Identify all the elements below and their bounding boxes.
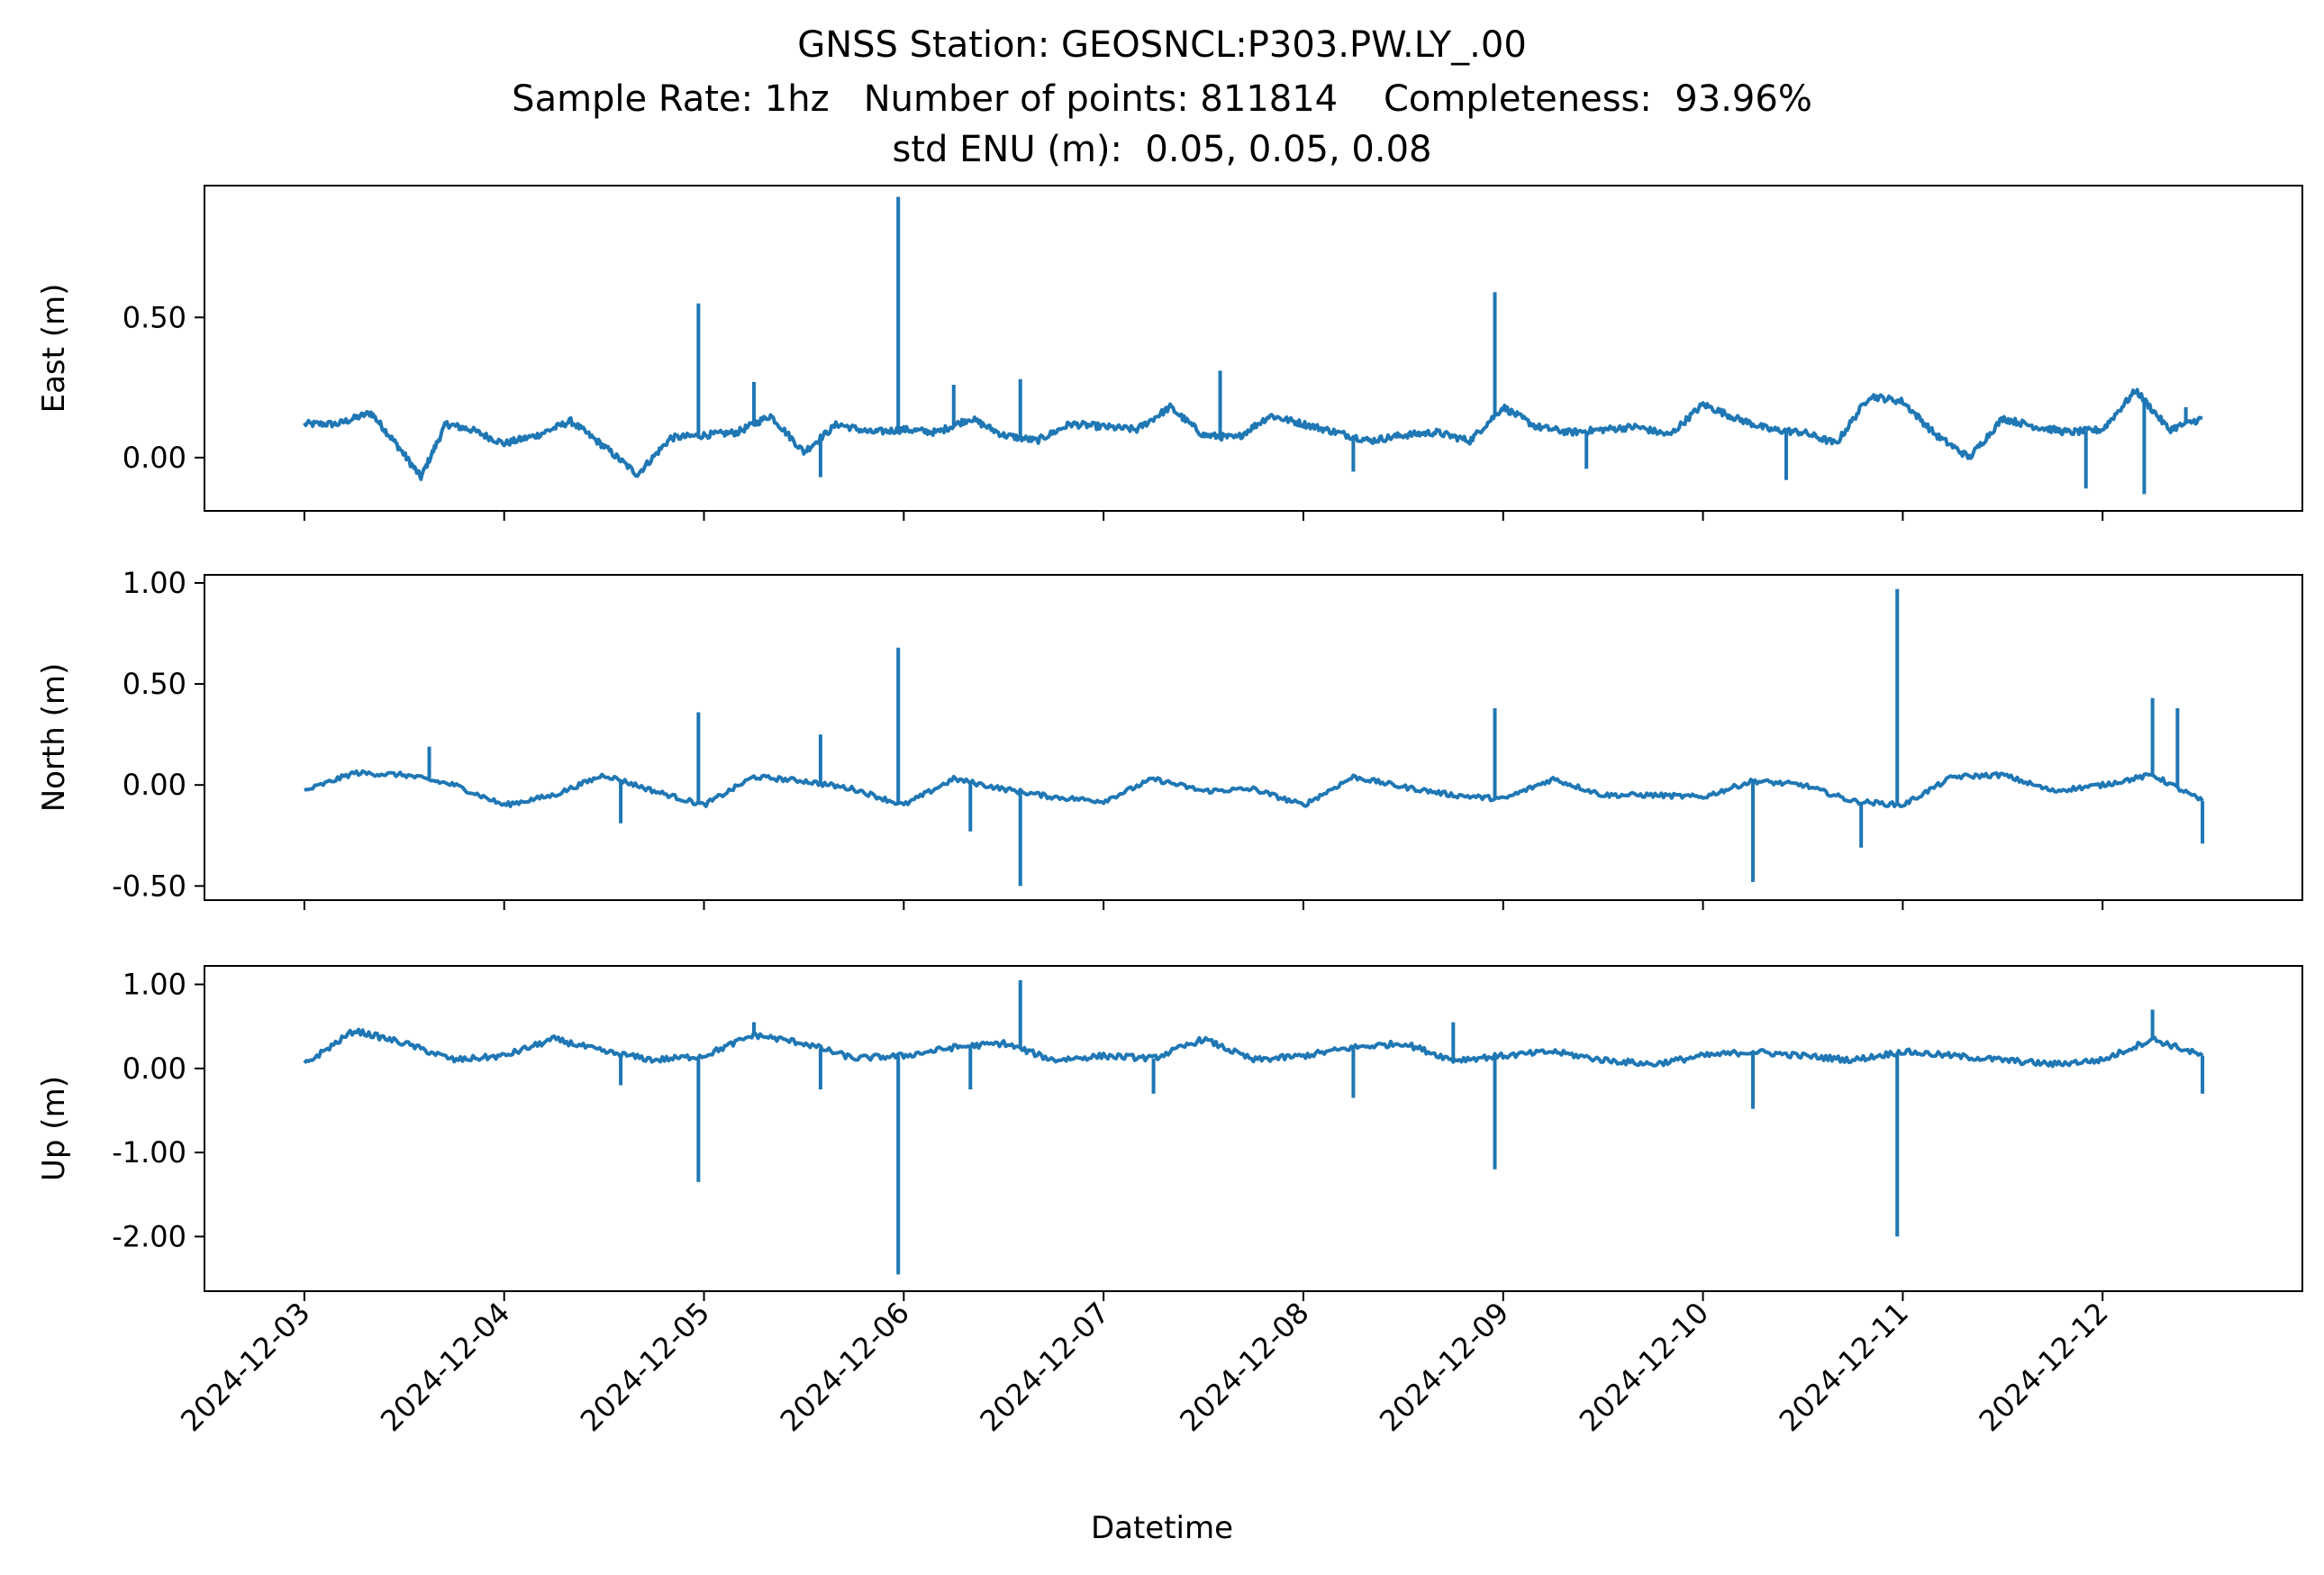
x-tick-label: 2024-12-12 (1972, 1296, 2114, 1438)
x-tick-label: 2024-12-09 (1373, 1296, 1515, 1438)
y-tick-label-north: 1.00 (123, 566, 186, 600)
axes-frame-up (204, 965, 2303, 1292)
x-axis-label: Datetime (1090, 1510, 1234, 1546)
y-axis-label-east: East (m) (36, 284, 72, 414)
x-tick-label: 2024-12-05 (574, 1296, 716, 1438)
y-tick-label-up: -2.00 (112, 1219, 186, 1253)
y-tick-label-north: 0.50 (123, 667, 186, 701)
panel-east: 0.00 0.50 East (m) (36, 185, 2303, 521)
x-tick-label: 2024-12-07 (973, 1296, 1115, 1438)
series-line-north (304, 769, 2204, 809)
axes-frame-east (204, 185, 2303, 512)
chart-subtitle: Sample Rate: 1hz Number of points: 81181… (512, 78, 1812, 120)
x-tick-label: 2024-12-06 (774, 1296, 916, 1438)
series-line-east (303, 387, 2203, 481)
x-tick-label: 2024-12-11 (1773, 1296, 1915, 1438)
chart-subtitle-std: std ENU (m): 0.05, 0.05, 0.08 (892, 129, 1432, 170)
series-line-up (303, 1027, 2204, 1069)
x-tick-label: 2024-12-04 (374, 1296, 516, 1438)
x-tick-label: 2024-12-10 (1573, 1296, 1715, 1438)
panel-up: -2.00 -1.00 0.00 1.00 Up (m) (36, 965, 2303, 1301)
y-tick-label-up: 0.00 (123, 1052, 186, 1086)
y-tick-label-north: 0.00 (123, 768, 186, 802)
panel-north: -0.50 0.00 0.50 1.00 North (m) (36, 566, 2303, 910)
y-tick-label-up: -1.00 (112, 1135, 186, 1170)
y-tick-label-up: 1.00 (123, 968, 186, 1002)
x-tick-label: 2024-12-08 (1173, 1296, 1315, 1438)
y-tick-label-east: 0.00 (123, 441, 186, 475)
y-axis-label-up: Up (m) (36, 1076, 72, 1181)
y-tick-label-north: -0.50 (112, 869, 186, 903)
y-axis-label-north: North (m) (36, 663, 72, 813)
chart-title: GNSS Station: GEOSNCL:P303.PW.LY_.00 (797, 24, 1527, 66)
axes-frame-north (204, 574, 2303, 901)
x-tick-label: 2024-12-03 (174, 1296, 316, 1438)
y-tick-label-east: 0.50 (123, 300, 186, 334)
